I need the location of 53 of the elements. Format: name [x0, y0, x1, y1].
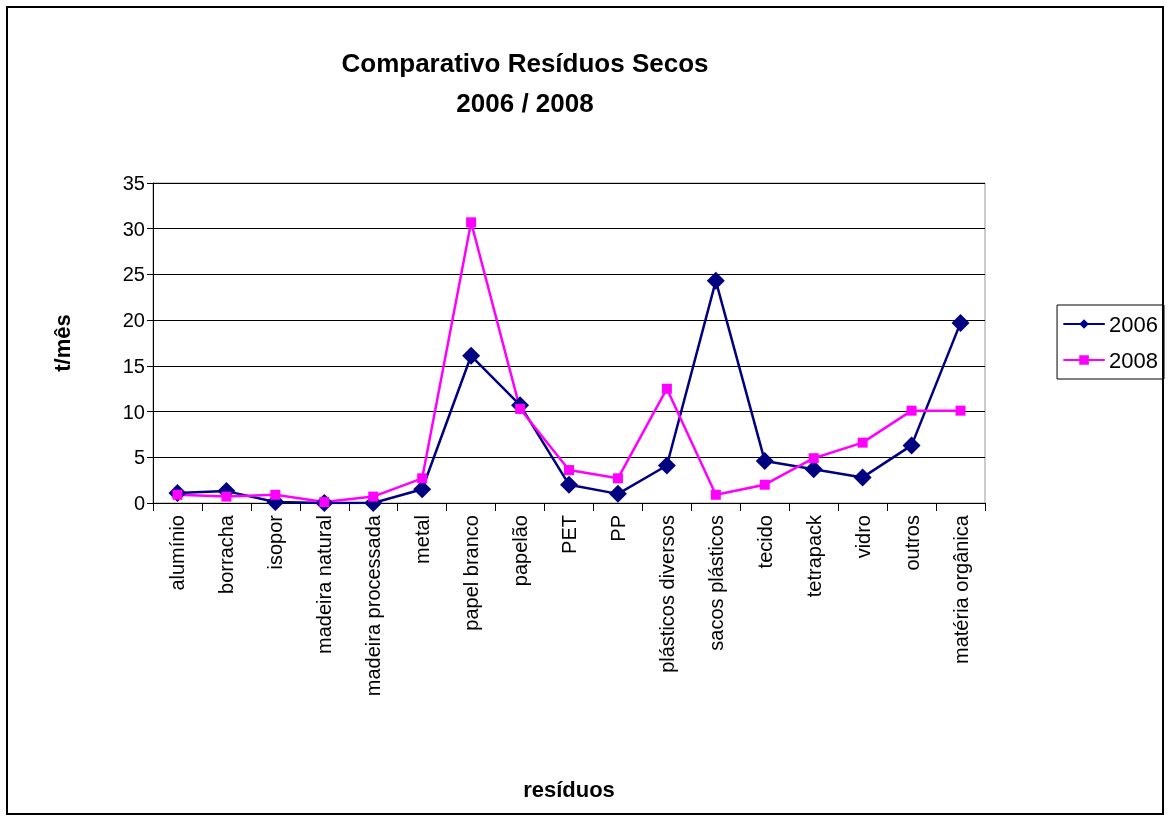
- x-tick-label: madeira natural: [313, 515, 336, 654]
- x-tick-label: tetrapack: [802, 514, 825, 598]
- x-tick-label: PP: [606, 515, 629, 542]
- point: [853, 468, 872, 487]
- point: [808, 453, 819, 464]
- y-tick-label: 0: [133, 492, 145, 514]
- point: [661, 383, 672, 394]
- y-tick-label: 30: [122, 217, 145, 240]
- point: [466, 217, 477, 228]
- point: [608, 484, 627, 503]
- x-tick-label: isopor: [264, 514, 287, 570]
- point: [706, 271, 725, 290]
- x-tick-label: tecido: [753, 515, 776, 569]
- point: [759, 479, 770, 490]
- point: [564, 465, 574, 476]
- point: [951, 313, 970, 332]
- x-tick-label: sacos plásticos: [704, 515, 727, 651]
- x-tick-label: borracha: [215, 514, 238, 594]
- x-tick-label: plásticos diversos: [655, 515, 678, 673]
- x-tick-label: papelão: [509, 515, 532, 587]
- y-tick-label: 35: [122, 172, 145, 194]
- point: [710, 489, 721, 500]
- x-tick-label: alumínio: [166, 515, 189, 591]
- legend-label: 2006: [1109, 311, 1159, 337]
- point: [462, 346, 481, 365]
- y-tick-label: 5: [133, 446, 145, 469]
- point: [612, 473, 623, 484]
- point: [657, 456, 676, 475]
- point: [560, 475, 578, 494]
- point: [906, 405, 917, 416]
- point: [221, 491, 232, 502]
- y-tick-label: 15: [122, 354, 145, 377]
- chart-title: Comparativo Resíduos Secos 2006 / 2008: [341, 48, 709, 118]
- y-tick-label: 20: [122, 309, 145, 332]
- x-tick-label: PET: [558, 515, 580, 554]
- x-tick-label: papel branco: [460, 515, 483, 631]
- point: [270, 489, 281, 500]
- point: [417, 473, 428, 484]
- point: [902, 436, 921, 455]
- x-tick-label: madeira processada: [362, 514, 385, 697]
- y-axis-title: t/mês: [49, 314, 75, 372]
- x-tick-label: vidro: [851, 515, 874, 559]
- point: [368, 491, 379, 502]
- x-tick-label: outros: [900, 515, 923, 571]
- y-tick-label: 25: [122, 263, 145, 286]
- point: [755, 451, 774, 470]
- point: [857, 437, 868, 448]
- legend-label: 2008: [1109, 347, 1159, 373]
- x-axis-title: resíduos: [523, 776, 615, 802]
- x-tick-label: metal: [411, 515, 434, 564]
- y-tick-label: 10: [122, 400, 145, 423]
- x-tick-label: matéria orgânica: [949, 514, 972, 664]
- point: [955, 405, 966, 416]
